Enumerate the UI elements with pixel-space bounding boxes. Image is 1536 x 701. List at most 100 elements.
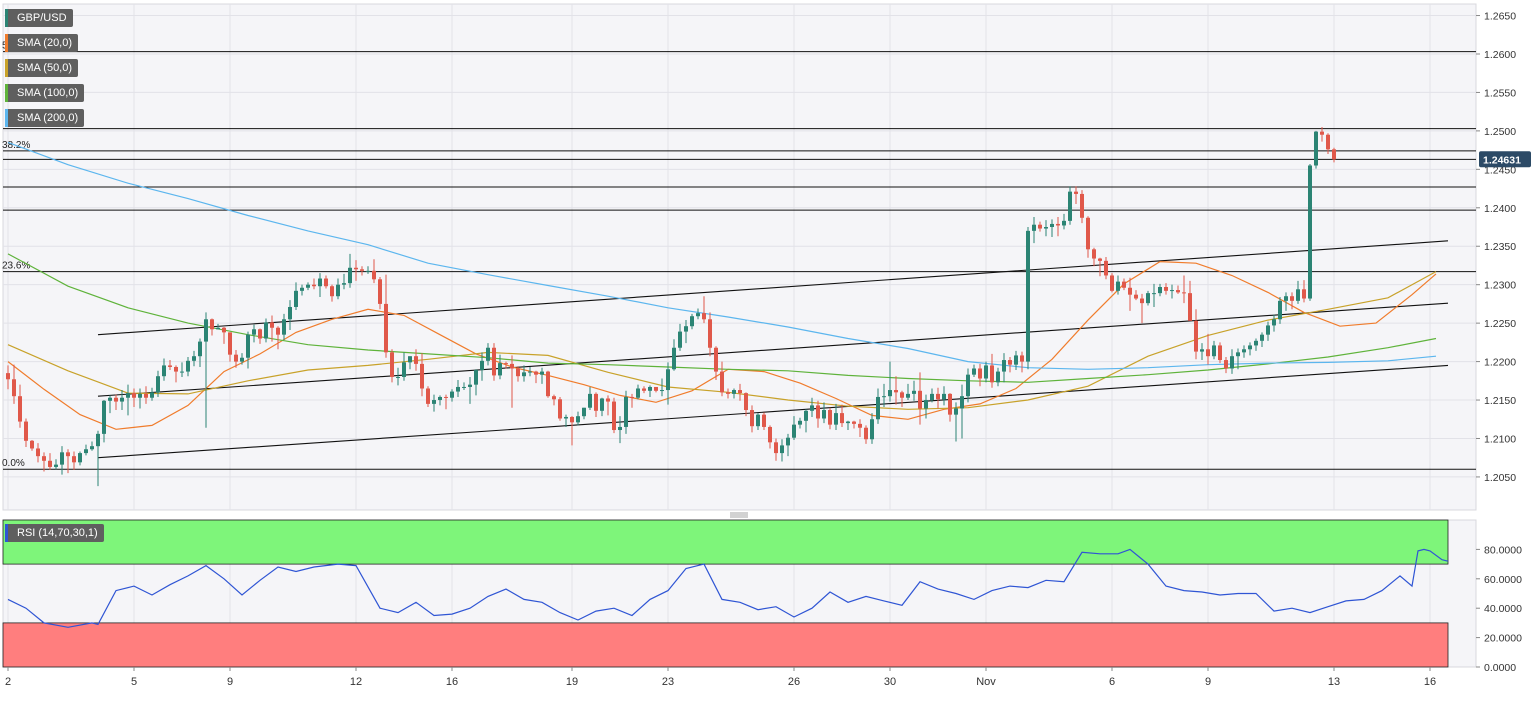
candle-body-107	[648, 386, 652, 391]
candle-body-136	[822, 410, 826, 419]
candle-body-205	[1236, 352, 1240, 357]
fib-label-0: 0.0%	[2, 458, 25, 469]
x-tick-label-0: 2	[5, 676, 11, 688]
candle-body-123	[744, 393, 748, 411]
legend-sma20[interactable]: SMA (20,0)	[5, 34, 79, 52]
candle-body-135	[816, 405, 820, 419]
candle-body-54	[330, 286, 334, 297]
price-y-tick-label-1: 1.2100	[1484, 433, 1516, 445]
rsi-overbought-zone	[2, 519, 1449, 565]
candle-body-213	[1284, 296, 1288, 301]
candle-body-61	[372, 270, 376, 280]
rsi-swatch	[5, 524, 8, 542]
candle-body-85	[516, 368, 520, 377]
candle-body-220	[1326, 134, 1330, 150]
candle-body-179	[1080, 193, 1084, 218]
candle-body-67	[408, 356, 412, 363]
candle-body-163	[984, 365, 988, 379]
candle-body-211	[1272, 319, 1276, 326]
candle-body-59	[360, 269, 364, 271]
candle-body-177	[1068, 191, 1072, 221]
sma100-swatch	[5, 84, 8, 102]
x-tick-label-10: 6	[1109, 676, 1115, 688]
candle-body-192	[1158, 286, 1162, 294]
candle-body-95	[576, 416, 580, 423]
candle-body-40	[246, 334, 250, 358]
price-y-tick-label-10: 1.2550	[1484, 87, 1516, 99]
candle-body-96	[582, 407, 586, 417]
candle-body-113	[684, 326, 688, 332]
legend-sma50[interactable]: SMA (50,0)	[5, 59, 79, 77]
candle-body-46	[282, 319, 286, 335]
candle-body-138	[834, 413, 838, 425]
last-price-label: 1.24631	[1483, 154, 1521, 166]
candle-body-190	[1146, 293, 1150, 304]
candle-body-11	[72, 456, 76, 463]
candle-body-43	[264, 322, 268, 339]
x-tick-label-13: 16	[1424, 676, 1436, 688]
candle-body-33	[204, 319, 208, 342]
candle-body-165	[996, 371, 1000, 383]
candle-body-24	[150, 392, 154, 398]
candle-body-14	[90, 446, 94, 450]
legend-sma100[interactable]: SMA (100,0)	[5, 84, 85, 102]
candle-body-195	[1176, 290, 1180, 293]
candle-body-209	[1260, 334, 1264, 341]
price-y-tick-label-12: 1.2650	[1484, 11, 1516, 23]
rsi-y-tick-label-1: 20.0000	[1484, 633, 1522, 645]
candle-body-60	[366, 270, 370, 272]
candle-body-108	[654, 386, 658, 391]
candle-body-70	[426, 388, 430, 404]
candle-body-196	[1182, 292, 1186, 294]
rsi-y-tick-label-0: 0.0000	[1484, 662, 1516, 674]
price-y-tick-label-8: 1.2450	[1484, 164, 1516, 176]
candle-body-169	[1020, 355, 1024, 362]
candle-body-173	[1044, 227, 1048, 229]
candle-body-212	[1278, 300, 1282, 320]
candle-body-219	[1320, 131, 1324, 135]
candle-body-164	[990, 365, 994, 383]
candle-body-121	[732, 390, 736, 394]
candle-body-10	[66, 452, 70, 457]
candle-body-90	[546, 371, 550, 397]
candle-body-140	[846, 421, 850, 424]
candle-body-199	[1200, 349, 1204, 352]
price-y-tick-label-11: 1.2600	[1484, 49, 1516, 61]
candle-body-152	[918, 390, 922, 409]
candle-body-68	[414, 356, 418, 364]
candle-body-34	[210, 319, 214, 330]
legend-sma20-label: SMA (20,0)	[17, 37, 73, 49]
candle-body-82	[498, 363, 502, 376]
candle-body-74	[450, 391, 454, 398]
candle-body-194	[1170, 290, 1174, 292]
legend-sma200[interactable]: SMA (200,0)	[5, 109, 85, 127]
candle-body-183	[1104, 260, 1108, 276]
candle-body-114	[690, 316, 694, 327]
panel-resize-handle[interactable]	[730, 512, 748, 518]
candle-body-153	[924, 400, 928, 409]
candle-body-4	[30, 440, 34, 449]
trend-line-1	[97, 302, 1449, 397]
candle-body-193	[1164, 286, 1168, 291]
candle-body-145	[876, 396, 880, 420]
legend-instrument[interactable]: GBP/USD	[5, 9, 73, 27]
candle-body-158	[954, 408, 958, 415]
candle-body-101	[612, 401, 616, 431]
sma50-swatch	[5, 59, 8, 77]
candle-body-147	[888, 390, 892, 397]
candle-body-21	[132, 393, 136, 398]
candle-body-201	[1212, 345, 1216, 357]
candle-body-214	[1290, 296, 1294, 301]
candle-body-204	[1230, 356, 1234, 369]
candle-body-53	[324, 278, 328, 287]
candle-body-168	[1014, 355, 1018, 365]
legend-rsi[interactable]: RSI (14,70,30,1)	[5, 524, 104, 542]
candle-body-110	[666, 369, 670, 391]
candle-body-105	[636, 388, 640, 398]
candle-body-198	[1194, 320, 1198, 352]
candle-body-13	[84, 449, 88, 454]
candle-body-16	[102, 400, 106, 434]
candle-body-5	[36, 448, 40, 457]
candle-body-89	[540, 371, 544, 375]
